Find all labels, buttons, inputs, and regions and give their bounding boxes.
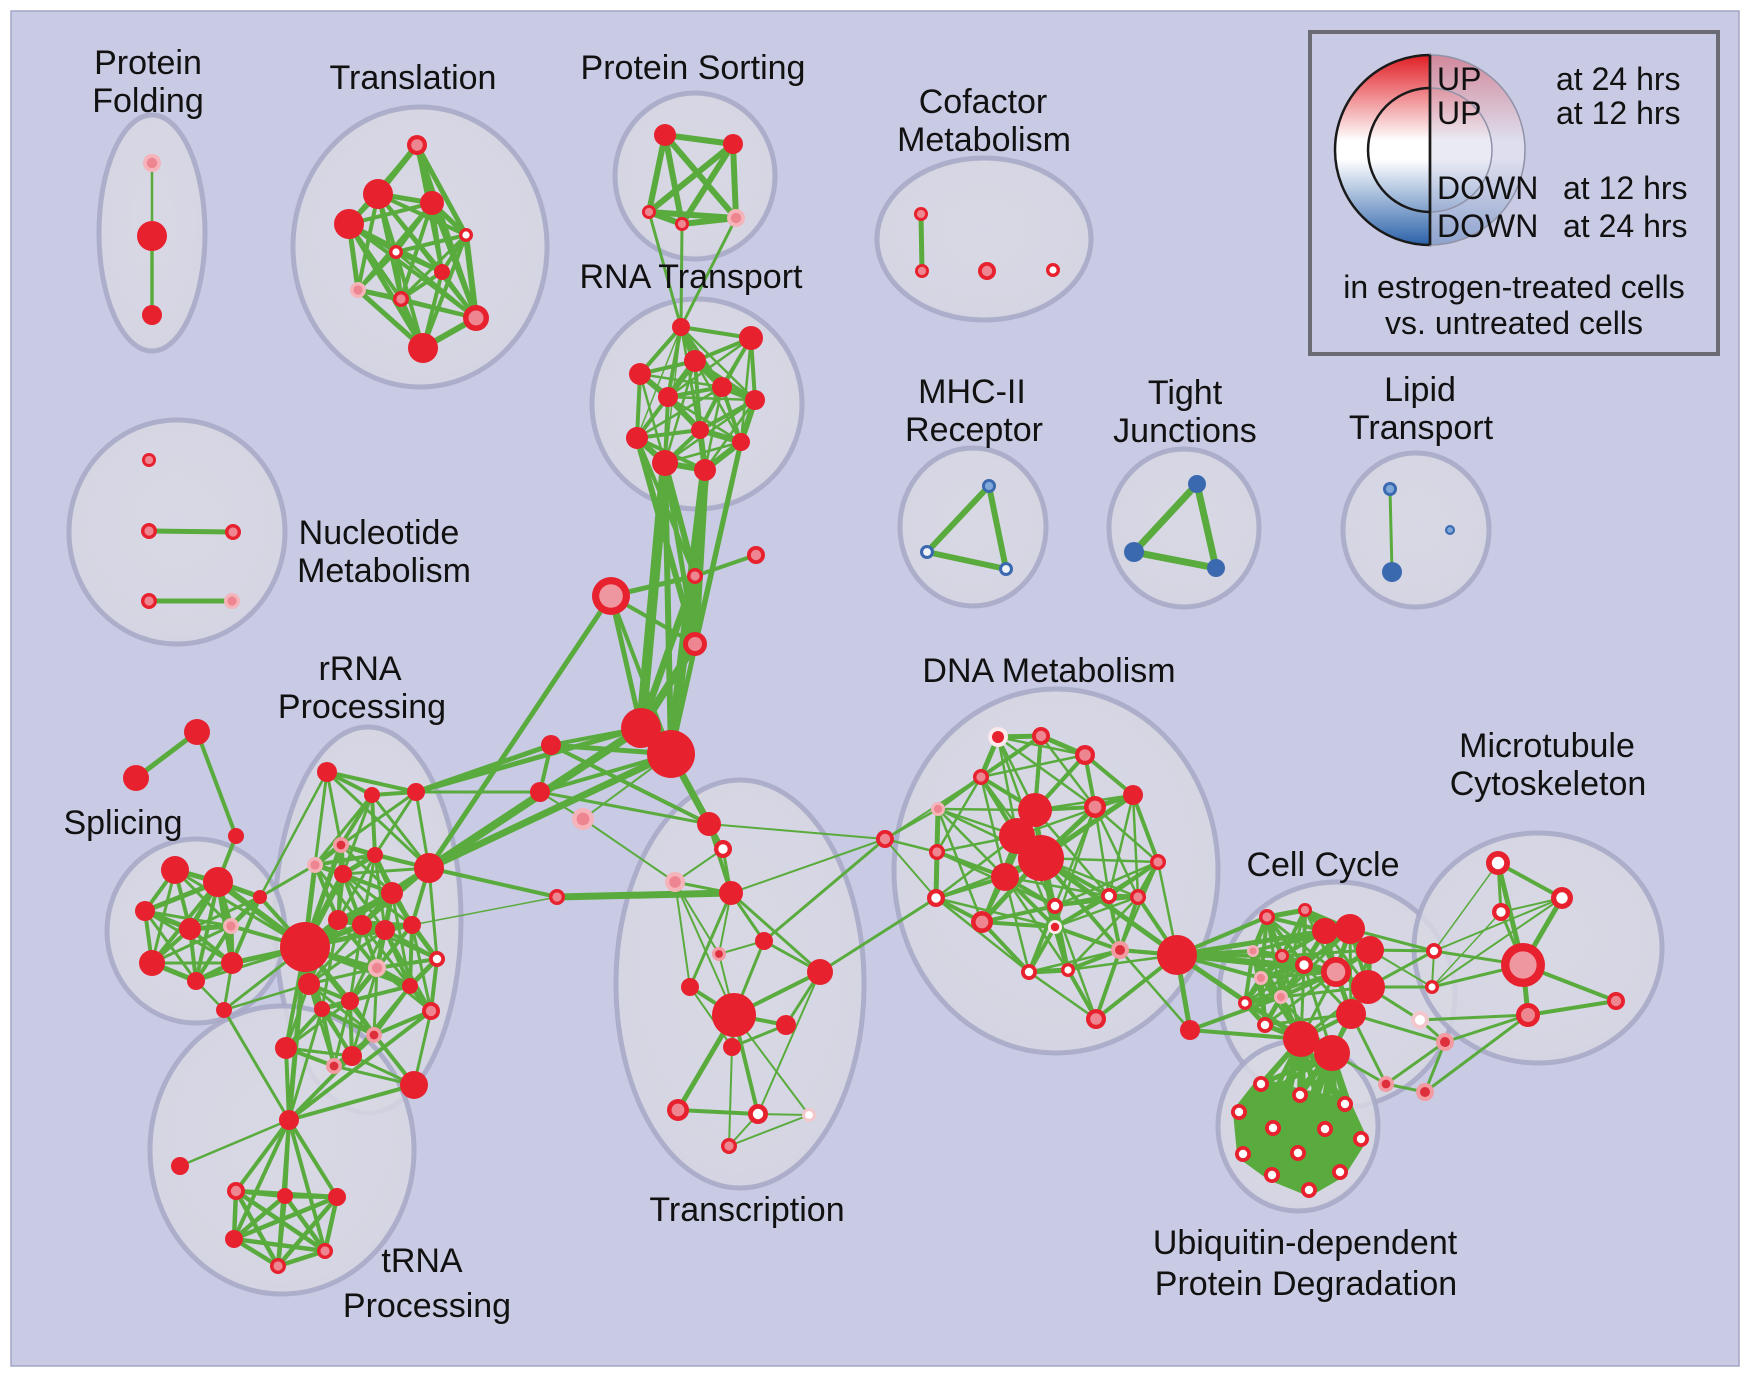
svg-text:Cell Cycle: Cell Cycle bbox=[1246, 846, 1399, 884]
svg-text:Cytoskeleton: Cytoskeleton bbox=[1450, 765, 1647, 803]
svg-text:at 24 hrs: at 24 hrs bbox=[1556, 61, 1681, 97]
svg-text:Junctions: Junctions bbox=[1113, 412, 1257, 450]
svg-text:Folding: Folding bbox=[92, 82, 204, 120]
svg-text:Transcription: Transcription bbox=[649, 1191, 844, 1229]
svg-text:in estrogen-treated cells: in estrogen-treated cells bbox=[1343, 269, 1685, 305]
svg-text:at 24 hrs: at 24 hrs bbox=[1563, 208, 1688, 244]
svg-text:Lipid: Lipid bbox=[1384, 371, 1456, 409]
svg-text:at 12 hrs: at 12 hrs bbox=[1563, 170, 1688, 206]
svg-text:tRNA: tRNA bbox=[381, 1242, 463, 1280]
svg-text:at 12 hrs: at 12 hrs bbox=[1556, 95, 1681, 131]
svg-text:Processing: Processing bbox=[343, 1287, 511, 1325]
svg-text:Transport: Transport bbox=[1349, 409, 1494, 447]
svg-text:Cofactor: Cofactor bbox=[919, 83, 1048, 121]
svg-text:vs. untreated cells: vs. untreated cells bbox=[1385, 305, 1643, 341]
svg-text:DNA Metabolism: DNA Metabolism bbox=[922, 652, 1175, 690]
svg-text:Nucleotide: Nucleotide bbox=[299, 514, 460, 552]
svg-text:Protein Sorting: Protein Sorting bbox=[581, 49, 806, 87]
svg-text:DOWN: DOWN bbox=[1437, 208, 1538, 244]
svg-text:Metabolism: Metabolism bbox=[897, 121, 1071, 159]
svg-text:Protein Degradation: Protein Degradation bbox=[1155, 1265, 1457, 1303]
svg-text:Microtubule: Microtubule bbox=[1459, 727, 1635, 765]
svg-text:Translation: Translation bbox=[330, 59, 497, 97]
svg-text:Splicing: Splicing bbox=[63, 804, 182, 842]
svg-text:Processing: Processing bbox=[278, 688, 446, 726]
svg-text:RNA Transport: RNA Transport bbox=[580, 258, 804, 296]
svg-text:Tight: Tight bbox=[1148, 374, 1223, 412]
svg-text:DOWN: DOWN bbox=[1437, 170, 1538, 206]
svg-text:Protein: Protein bbox=[94, 44, 202, 82]
svg-text:Metabolism: Metabolism bbox=[297, 552, 471, 590]
svg-text:Ubiquitin-dependent: Ubiquitin-dependent bbox=[1153, 1224, 1458, 1262]
svg-text:UP: UP bbox=[1437, 95, 1481, 131]
svg-text:Receptor: Receptor bbox=[905, 411, 1043, 449]
svg-text:rRNA: rRNA bbox=[318, 650, 401, 688]
svg-text:MHC-II: MHC-II bbox=[918, 373, 1026, 411]
svg-text:UP: UP bbox=[1437, 61, 1481, 97]
